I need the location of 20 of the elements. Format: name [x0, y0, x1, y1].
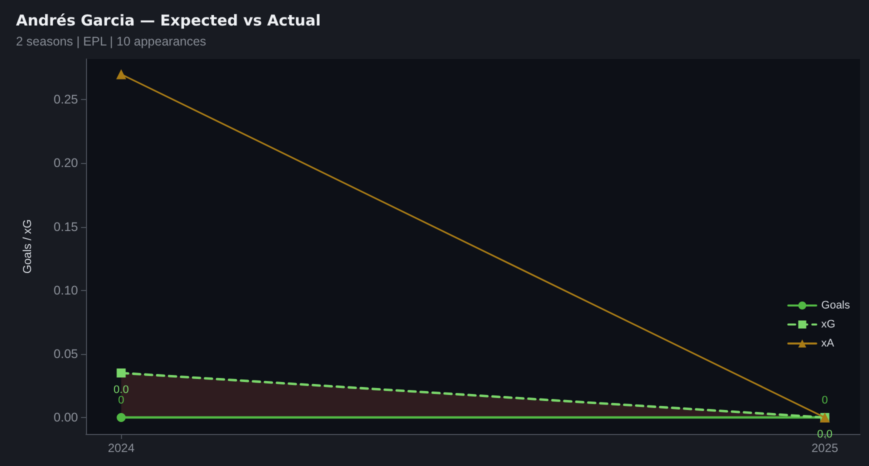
- x-tick-label: 2024: [108, 441, 135, 455]
- data-label: 0.0: [817, 428, 832, 440]
- data-label: 0: [118, 394, 124, 406]
- point: [116, 368, 126, 378]
- legend-label: xA: [821, 338, 835, 350]
- chart-title: Andrés Garcia — Expected vs Actual: [16, 12, 321, 30]
- point: [116, 412, 126, 422]
- chart-subtitle: 2 seasons | EPL | 10 appearances: [16, 34, 206, 48]
- data-label: 0.0: [114, 384, 129, 396]
- data-label: 0: [822, 394, 828, 406]
- y-tick-label: 0.15: [54, 220, 78, 234]
- y-tick-label: 0.05: [54, 346, 78, 361]
- y-tick-label: 0.00: [54, 410, 78, 424]
- x-tick-label: 2025: [811, 441, 838, 455]
- y-axis-title: Goals / xG: [22, 219, 34, 274]
- legend-label: Goals: [821, 300, 850, 312]
- y-tick-label: 0.25: [54, 92, 78, 107]
- y-tick-label: 0.10: [54, 283, 78, 298]
- legend-label: xG: [821, 318, 836, 330]
- y-tick-label: 0.20: [54, 156, 78, 170]
